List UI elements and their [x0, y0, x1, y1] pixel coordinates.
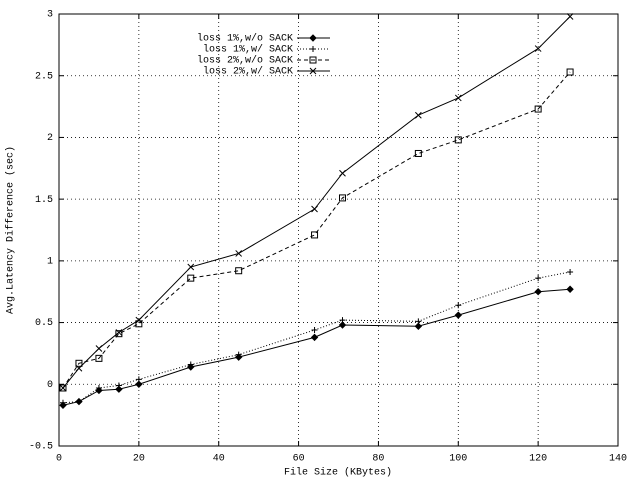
x-tick-label: 140 — [609, 454, 627, 465]
point-marker — [454, 94, 462, 102]
point-marker — [95, 384, 102, 391]
point-marker — [75, 364, 83, 372]
point-marker — [75, 359, 83, 367]
point-marker — [59, 384, 67, 392]
point-marker — [534, 288, 542, 296]
legend-marker — [309, 34, 317, 42]
y-tick-label: 1 — [47, 256, 53, 267]
point-marker — [95, 345, 103, 352]
y-tick-label: 0 — [47, 380, 53, 391]
x-tick-label: 100 — [449, 454, 467, 465]
point-marker — [95, 354, 103, 362]
point-marker — [135, 380, 143, 388]
point-marker — [415, 318, 422, 325]
point-marker — [59, 399, 66, 406]
point-marker — [135, 376, 142, 383]
point-marker — [566, 285, 574, 293]
x-tick-label: 40 — [213, 454, 225, 465]
y-tick-label: 3 — [47, 10, 53, 21]
point-marker — [311, 326, 318, 333]
point-marker — [310, 333, 319, 342]
point-marker — [187, 361, 194, 368]
point-marker — [566, 68, 574, 76]
y-tick-label: 2 — [47, 133, 53, 144]
y-tick-label: 2.5 — [35, 71, 53, 82]
x-tick-label: 0 — [56, 454, 62, 465]
point-marker — [534, 105, 542, 113]
legend-label: loss 2%,w/o SACK — [197, 55, 293, 67]
point-marker — [187, 263, 195, 271]
point-marker — [311, 205, 318, 213]
point-marker — [414, 322, 423, 330]
point-marker — [534, 45, 542, 52]
point-marker — [414, 149, 422, 157]
point-marker — [135, 316, 143, 324]
point-marker — [339, 169, 346, 177]
point-marker — [235, 267, 243, 275]
legend-marker — [310, 46, 316, 52]
point-marker — [115, 329, 123, 336]
point-marker — [455, 302, 462, 309]
x-tick-label: 120 — [529, 454, 547, 465]
y-tick-label: 1.5 — [35, 195, 53, 206]
point-marker — [187, 274, 195, 282]
point-marker — [311, 231, 319, 239]
point-marker — [115, 385, 123, 393]
y-tick-label: -0.5 — [29, 442, 53, 453]
x-axis-label: File Size (KBytes) — [284, 467, 392, 479]
point-marker — [115, 382, 122, 389]
point-marker — [75, 398, 82, 405]
x-tick-label: 20 — [133, 454, 145, 465]
point-marker — [415, 111, 422, 119]
point-marker — [339, 317, 346, 324]
y-axis-label: Avg.Latency Difference (sec) — [5, 146, 17, 314]
legend-label: loss 1%,w/o SACK — [197, 33, 293, 45]
point-marker — [454, 311, 462, 319]
point-marker — [454, 136, 462, 144]
point-marker — [566, 13, 574, 20]
x-tick-label: 60 — [293, 454, 305, 465]
series-line — [62, 71, 571, 389]
plot-frame — [58, 13, 619, 447]
legend-marker — [309, 56, 317, 64]
point-marker — [567, 268, 574, 275]
point-marker — [535, 275, 542, 282]
point-marker — [235, 250, 243, 257]
point-marker — [338, 194, 346, 202]
y-tick-label: 0.5 — [35, 318, 53, 329]
point-marker — [235, 351, 242, 358]
point-marker — [115, 330, 123, 338]
point-marker — [59, 384, 67, 392]
point-marker — [338, 321, 347, 329]
legend-label: loss 1%,w/ SACK — [203, 44, 293, 56]
legend-marker — [309, 67, 317, 75]
legend-label: loss 2%,w/ SACK — [203, 66, 293, 78]
x-tick-label: 80 — [372, 454, 384, 465]
